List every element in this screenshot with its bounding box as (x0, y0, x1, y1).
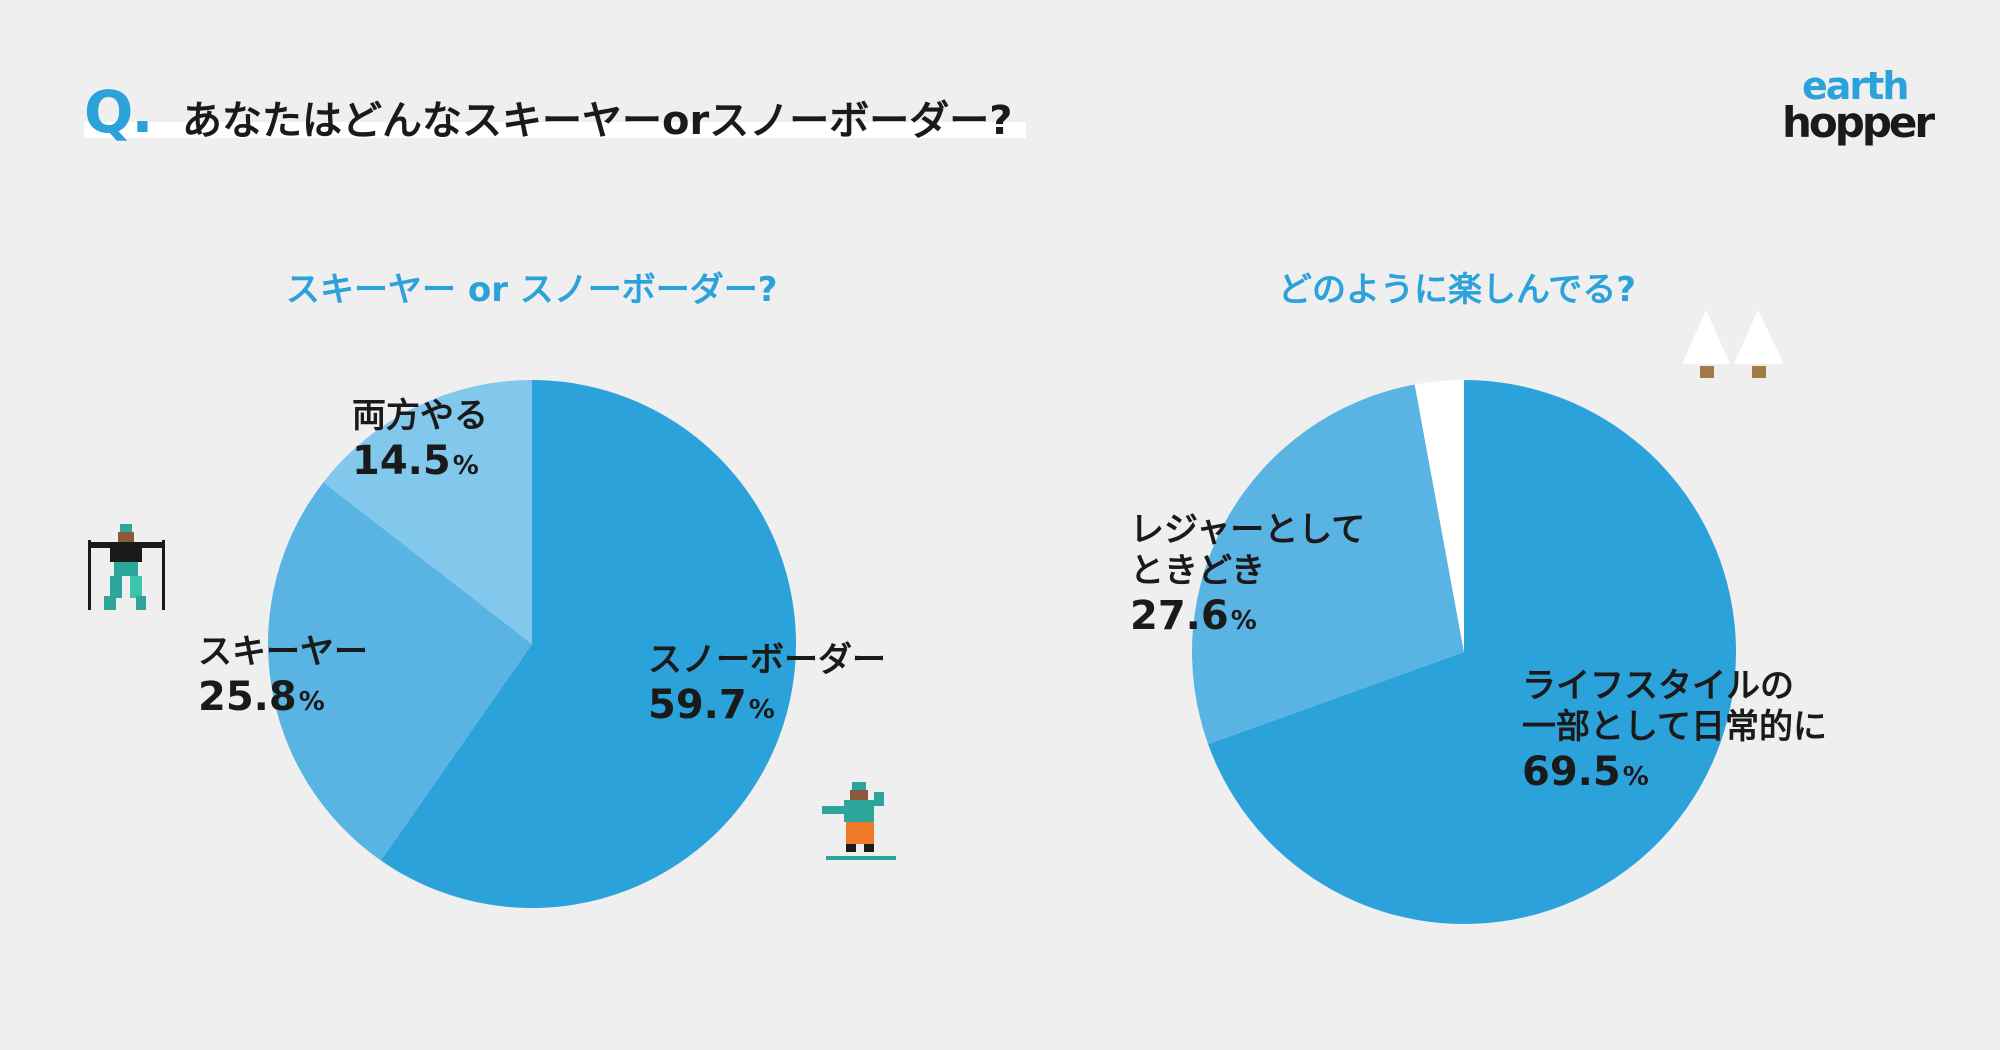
label-both: 両方やる 14.5% (352, 396, 488, 484)
label-leisure: レジャーとして ときどき 27.6% (1130, 510, 1366, 639)
pie1-slice-2 (1414, 380, 1464, 652)
label-snowboarder: スノーボーダー 59.7% (648, 640, 886, 728)
pie0-slice-0 (380, 379, 797, 908)
skier-icon (88, 524, 165, 610)
q-label: Q. (84, 78, 153, 146)
logo-line2: hopper (1782, 98, 1935, 147)
pie1-slice-1 (1192, 384, 1464, 745)
trees-icon (1682, 310, 1784, 378)
header-underline (84, 122, 1026, 138)
pie0-slice-1 (268, 482, 532, 861)
chart-title-left: スキーヤー or スノーボーダー? (286, 270, 778, 310)
chart-title-right: どのように楽しんでる? (1278, 270, 1637, 310)
question-title: あなたはどんなスキーヤーorスノーボーダー? (182, 98, 1013, 144)
earth-hopper-logo: earth hopper (1782, 64, 1935, 147)
logo-line1: earth (1802, 64, 1909, 108)
pie0-slice-2 (323, 380, 532, 644)
label-lifestyle: ライフスタイルの 一部として日常的に 69.5% (1522, 666, 1827, 795)
snowboarder-icon (822, 782, 896, 860)
label-skier: スキーヤー 25.8% (198, 632, 368, 720)
pie1-slice-0 (1208, 380, 1737, 924)
